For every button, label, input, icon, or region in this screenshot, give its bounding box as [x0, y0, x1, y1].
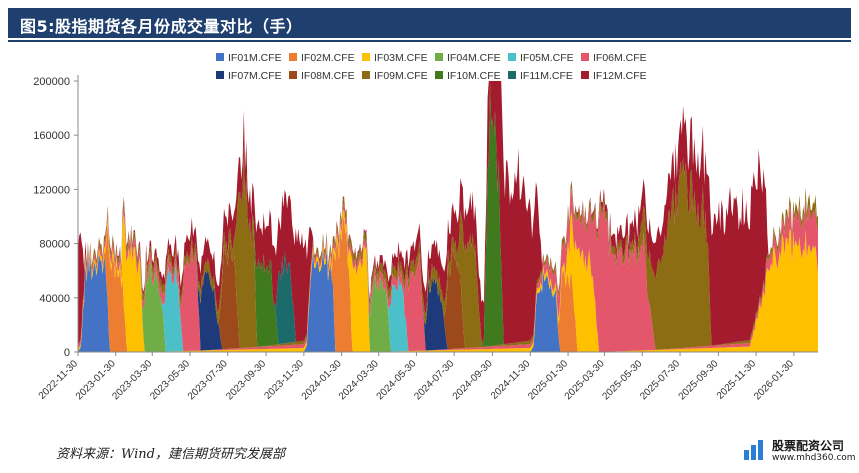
x-tick-label: 2023-09-30 [224, 358, 268, 402]
y-tick-label: 160000 [33, 130, 70, 142]
legend-label: IF01M.CFE [228, 52, 282, 64]
legend-swatch [581, 71, 589, 79]
source-note: 资料来源：Wind，建信期货研究发展部 [56, 447, 285, 462]
y-tick-label: 80000 [39, 239, 70, 251]
logo-name: 股票配资公司 [772, 439, 845, 453]
series-area-if10m-cfe [78, 81, 818, 347]
x-tick-label: 2024-09-30 [451, 358, 495, 402]
legend-label: IF08M.CFE [301, 70, 355, 82]
chart-title-bar: 图5:股指期货各月份成交量对比（手） [8, 8, 851, 38]
x-tick-label: 2024-07-30 [412, 358, 456, 402]
logo-url: www.mhd360.com [772, 453, 856, 463]
legend-label: IF03M.CFE [374, 52, 428, 64]
legend-label: IF09M.CFE [374, 70, 428, 82]
y-tick-label: 200000 [33, 76, 70, 88]
legend-swatch [508, 53, 516, 61]
x-tick-label: 2026-01-30 [752, 358, 796, 402]
y-tick-label: 40000 [39, 293, 70, 305]
legend-swatch [362, 71, 370, 79]
y-tick-label: 120000 [33, 184, 70, 196]
chart-legend: IF01M.CFE IF02M.CFE IF03M.CFE IF04M.CFE IF05… [216, 52, 647, 82]
watermark-logo: 股票配资公司 www.mhd360.com [742, 436, 856, 468]
legend-swatch [362, 53, 370, 61]
legend-label: IF12M.CFE [593, 70, 647, 82]
title-underline [8, 40, 851, 42]
legend-label: IF11M.CFE [520, 70, 573, 82]
plot-area [78, 81, 818, 352]
series-area-if04m-cfe [78, 210, 818, 352]
series-area-if09m-cfe [78, 144, 818, 350]
chart-title: 图5:股指期货各月份成交量对比（手） [20, 17, 303, 36]
legend-swatch [289, 53, 297, 61]
legend-label: IF02M.CFE [301, 52, 355, 64]
legend-swatch [581, 53, 589, 61]
series-area-if06m-cfe [78, 187, 818, 352]
series-area-if12m-cfe [78, 81, 818, 346]
x-tick-label: 2025-07-30 [638, 358, 682, 402]
legend-label: IF05M.CFE [520, 52, 574, 64]
legend-label: IF06M.CFE [593, 52, 647, 64]
series-area-if08m-cfe [78, 187, 818, 350]
legend-swatch [435, 53, 443, 61]
legend-swatch [289, 71, 297, 79]
legend-swatch [508, 71, 516, 79]
logo-icon [744, 440, 763, 460]
x-tick-label: 2023-07-30 [186, 358, 230, 402]
x-tick-label: 2025-09-30 [677, 358, 721, 402]
legend-swatch [435, 71, 443, 79]
legend-label: IF10M.CFE [447, 70, 501, 82]
y-tick-label: 0 [64, 347, 70, 359]
legend-label: IF04M.CFE [447, 52, 501, 64]
legend-swatch [216, 71, 224, 79]
legend-swatch [216, 53, 224, 61]
legend-label: IF07M.CFE [228, 70, 282, 82]
